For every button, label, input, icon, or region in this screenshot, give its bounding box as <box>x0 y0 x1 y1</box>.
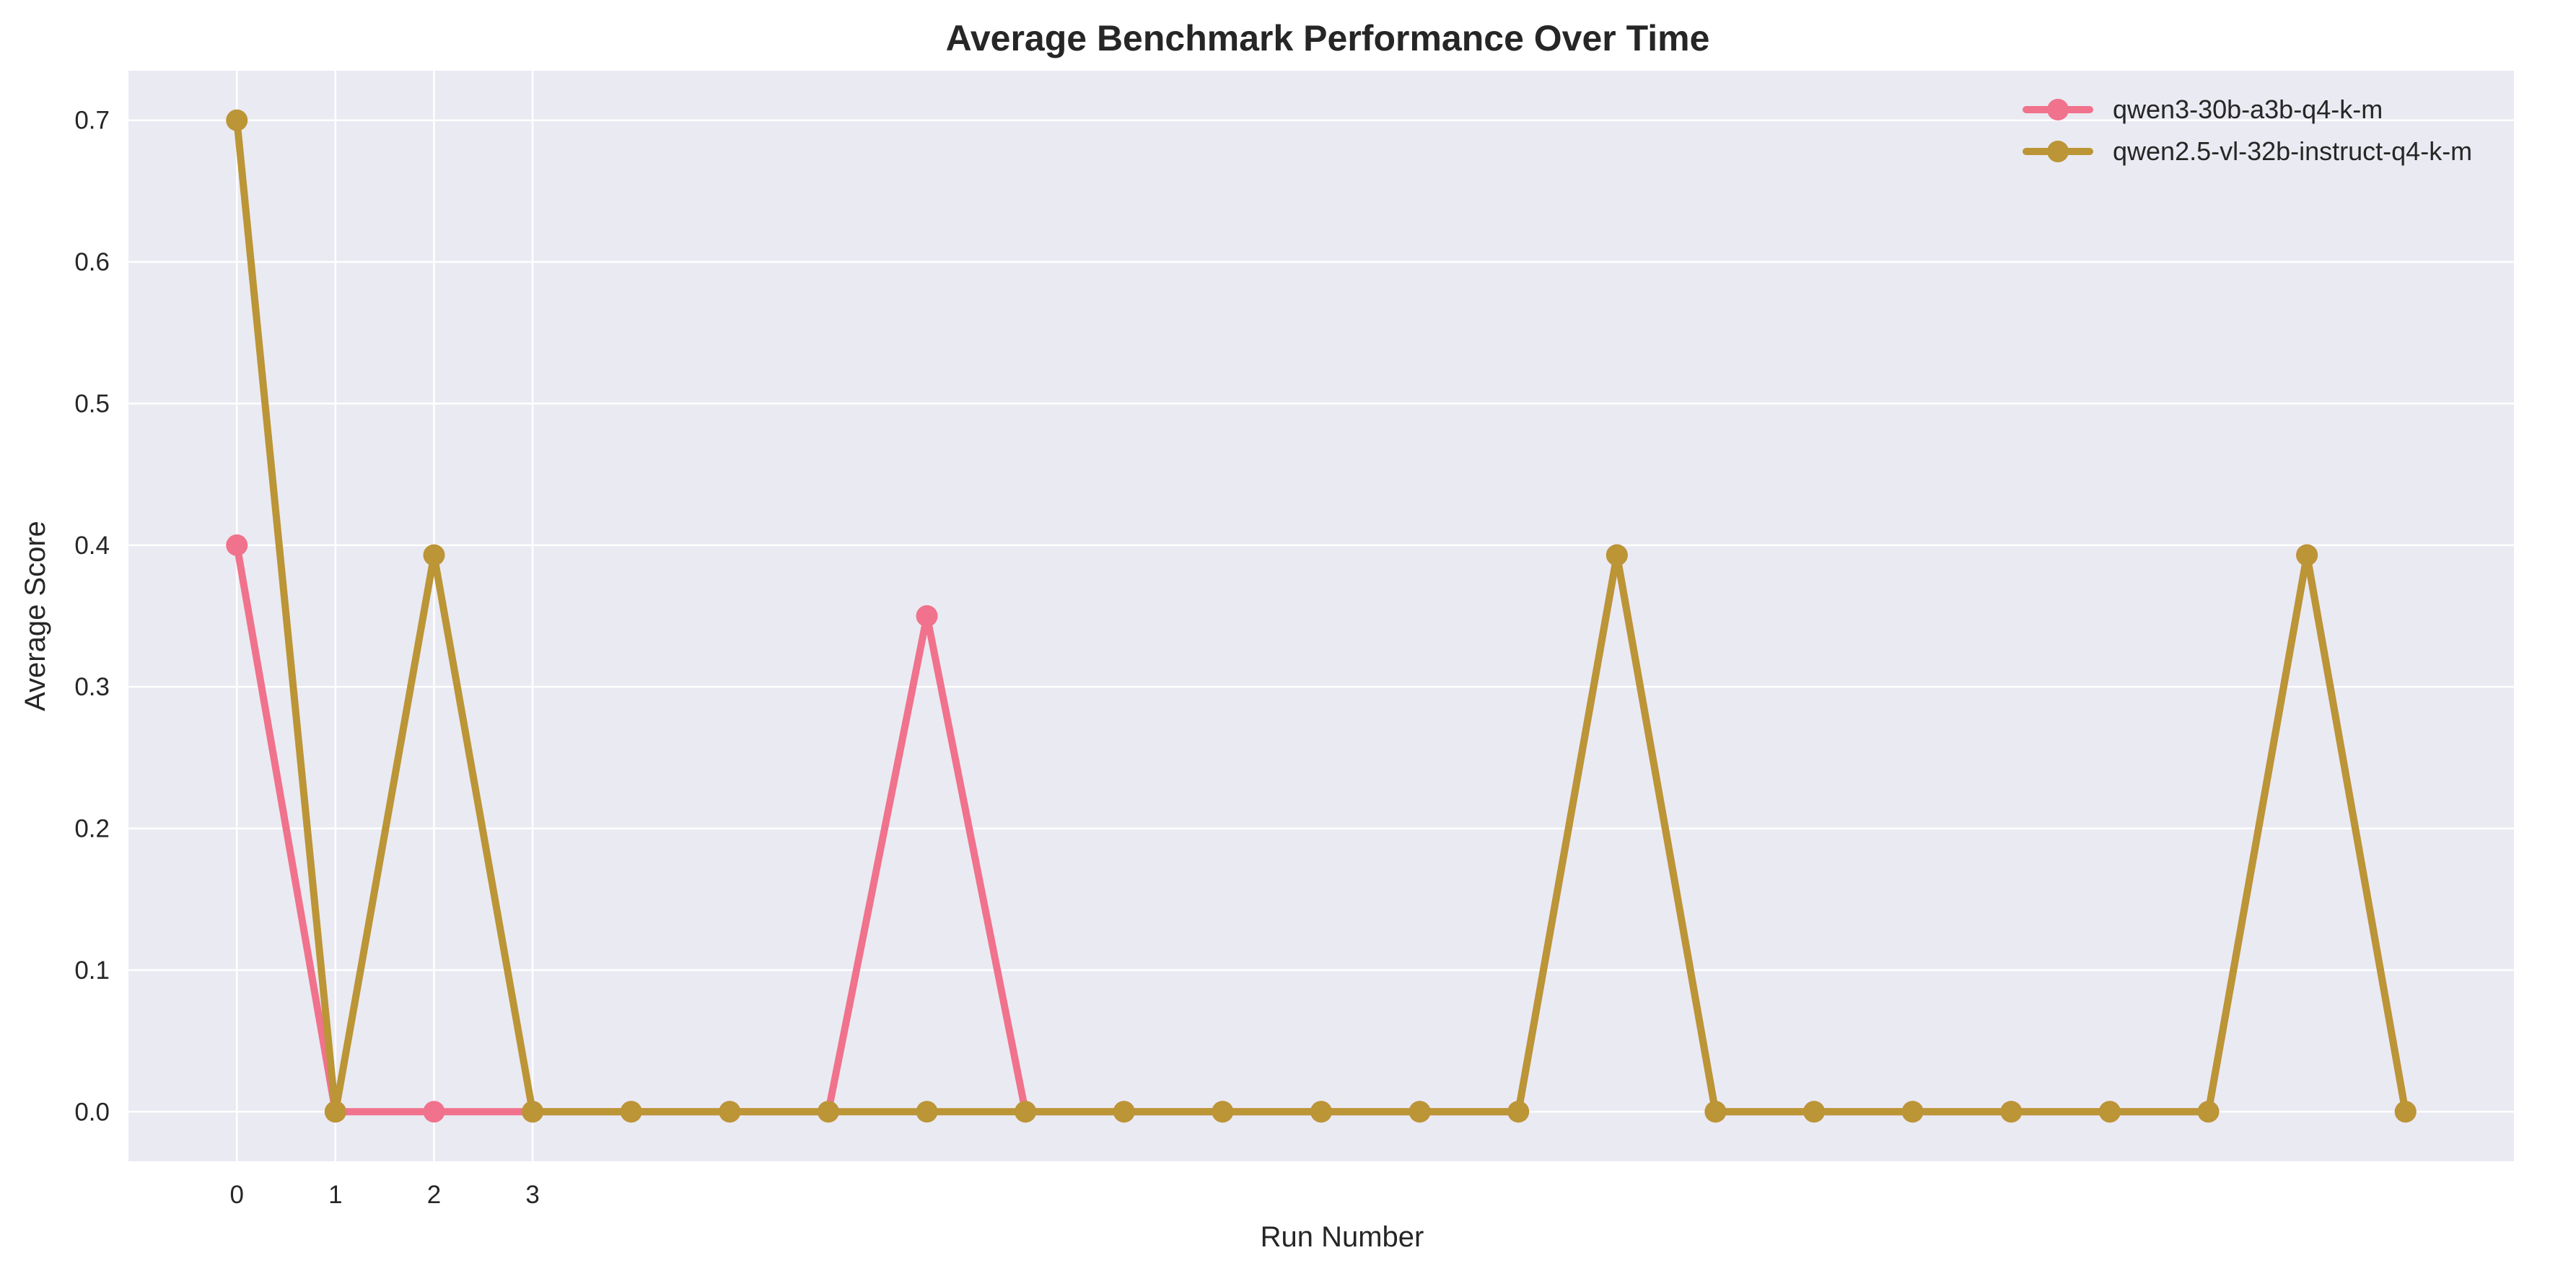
data-point-1-14 <box>1605 544 1628 566</box>
y-tick-label-4: 0.4 <box>74 532 110 560</box>
tick-labels: 0.0 0.1 0.2 0.3 0.4 0.5 0.6 0.7 0 1 2 3 <box>74 107 539 1209</box>
data-point-1-19 <box>2098 1101 2121 1123</box>
data-point-1-5 <box>719 1101 741 1123</box>
x-axis-label: Run Number <box>1261 1221 1424 1253</box>
data-point-1-18 <box>2000 1101 2023 1123</box>
y-tick-label-7: 0.7 <box>74 107 110 135</box>
chart-title: Average Benchmark Performance Over Time <box>946 18 1710 58</box>
legend-label-qwen2-5-vl-32b: qwen2.5-vl-32b-instruct-q4-k-m <box>2113 136 2472 166</box>
grid-lines <box>128 71 2514 1161</box>
legend-marker-qwen3-30b <box>2047 99 2069 120</box>
data-point-0-0 <box>226 534 248 556</box>
data-point-1-8 <box>1015 1101 1037 1123</box>
data-point-0-2 <box>423 1101 445 1123</box>
data-point-1-22 <box>2394 1101 2417 1123</box>
y-axis-label: Average Score <box>19 521 51 711</box>
series-layer <box>226 109 2417 1123</box>
data-point-1-0 <box>226 109 248 131</box>
y-tick-label-6: 0.6 <box>74 248 110 276</box>
y-tick-label-1: 0.1 <box>74 956 110 985</box>
y-tick-label-5: 0.5 <box>74 390 110 418</box>
legend-marker-qwen2-5-vl-32b <box>2047 141 2069 162</box>
series-1 <box>226 109 2417 1123</box>
data-point-1-4 <box>620 1101 642 1123</box>
y-tick-label-0: 0.0 <box>74 1098 110 1126</box>
x-tick-label-3: 3 <box>525 1181 539 1209</box>
data-point-1-13 <box>1507 1101 1530 1123</box>
y-tick-label-2: 0.2 <box>74 815 110 843</box>
data-point-1-10 <box>1212 1101 1234 1123</box>
data-point-1-15 <box>1704 1101 1727 1123</box>
data-point-1-16 <box>1803 1101 1826 1123</box>
data-point-1-1 <box>324 1101 346 1123</box>
data-point-0-7 <box>916 605 938 627</box>
legend-label-qwen3-30b: qwen3-30b-a3b-q4-k-m <box>2113 94 2383 124</box>
x-tick-label-1: 1 <box>328 1181 342 1209</box>
y-tick-label-3: 0.3 <box>74 673 110 701</box>
data-point-1-17 <box>1901 1101 1924 1123</box>
data-point-1-11 <box>1310 1101 1332 1123</box>
data-point-1-12 <box>1409 1101 1431 1123</box>
legend: qwen3-30b-a3b-q4-k-m qwen2.5-vl-32b-inst… <box>2023 94 2472 166</box>
data-point-1-7 <box>916 1101 938 1123</box>
data-point-1-6 <box>817 1101 839 1123</box>
plot-area <box>128 71 2514 1161</box>
data-point-1-2 <box>423 544 445 566</box>
data-point-1-9 <box>1113 1101 1135 1123</box>
data-point-1-21 <box>2296 544 2318 566</box>
data-point-1-3 <box>522 1101 544 1123</box>
data-point-1-20 <box>2197 1101 2220 1123</box>
x-tick-label-0: 0 <box>230 1181 244 1209</box>
x-tick-label-2: 2 <box>427 1181 441 1209</box>
